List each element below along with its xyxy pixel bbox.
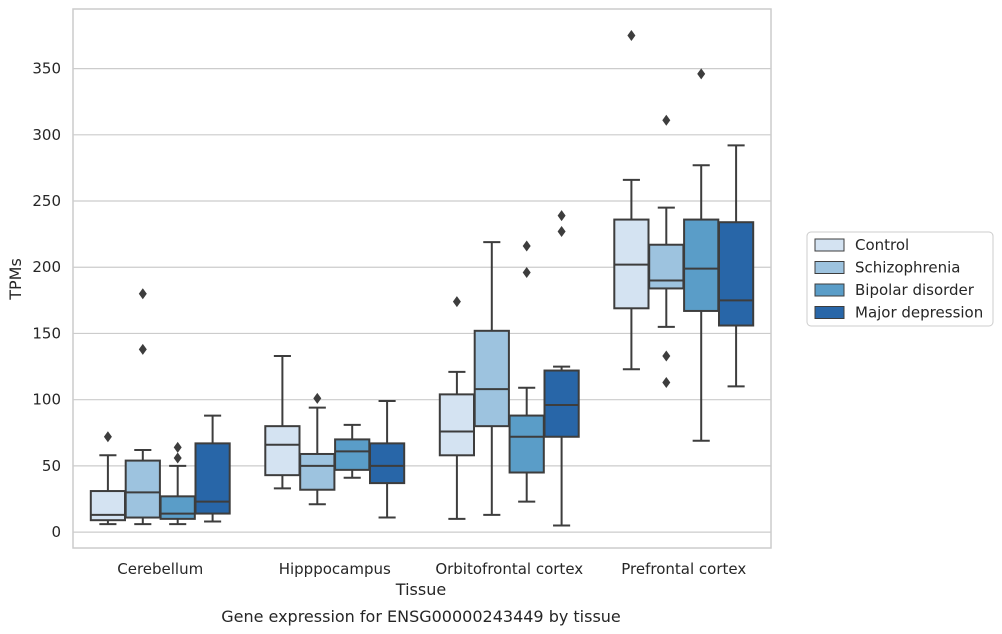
legend-entry: Bipolar disorder [855,281,975,299]
box-body [334,438,371,471]
box-body [543,369,580,438]
outlier-point [522,240,531,252]
outlier-point [173,452,182,464]
box-3-1 [648,114,685,388]
outlier-point [662,350,671,362]
y-axis-title: TPMs [6,258,25,301]
box-3-3 [717,144,755,388]
legend-entry: Major depression [855,304,983,322]
plot-frame [72,8,772,549]
y-tick-label: 300 [32,126,61,144]
legend-entry: Control [855,236,909,254]
box-body [648,243,685,290]
box-body [368,442,406,485]
legend-swatch [814,306,845,319]
box-body [124,459,161,519]
outlier-point [662,376,671,388]
legend-entry: Schizophrenia [855,259,960,277]
box-body [473,329,510,428]
outlier-point [313,392,322,404]
legend-swatch [814,261,845,274]
box-1-0 [264,354,301,490]
box-body [194,442,231,515]
y-tick-label: 350 [32,60,61,78]
box-0-2 [159,441,196,526]
box-body [508,414,545,474]
y-tick-label: 250 [32,192,61,210]
box-3-0 [613,29,650,371]
outlier-point [103,431,112,443]
legend-swatch [814,238,845,252]
x-tick-label: Orbitofrontal cortex [435,560,583,578]
outlier-point [138,343,147,355]
box-2-1 [473,241,510,516]
outlier-point [627,29,636,41]
outlier-point [522,267,531,279]
box-0-1 [124,288,161,526]
box-body [264,425,301,477]
gridlines [73,67,771,533]
legend-frame [806,231,994,327]
box-0-3 [194,414,231,523]
y-tick-labels: 0 50 100 150 200 250 300 350 [32,60,61,542]
chart-caption: Gene expression for ENSG00000243449 by t… [221,607,621,626]
box-2-3 [543,210,580,527]
outlier-point [138,288,147,300]
box-body [683,218,720,312]
y-tick-label: 0 [51,523,61,541]
y-tick-label: 200 [32,258,61,276]
outlier-point [697,68,706,80]
x-axis-title: Tissue [395,580,446,599]
box-body [717,221,755,327]
box-1-3 [368,400,406,519]
x-tick-label: Prefrontal cortex [621,560,746,578]
legend: Control Schizophrenia Bipolar disorder Majo… [806,231,994,327]
x-tick-labels: Cerebellum Hipppocampus Orbitofrontal cort… [117,560,746,578]
outlier-point [173,441,182,453]
box-body [299,452,336,491]
box-0-0 [89,431,127,526]
box-body [159,495,196,520]
y-tick-label: 150 [32,324,61,342]
box-1-2 [334,423,371,479]
box-2-0 [438,296,476,520]
box-2-2 [508,240,545,503]
outlier-point [452,296,461,308]
outlier-point [662,114,671,126]
x-tick-label: Cerebellum [117,560,203,578]
outlier-point [557,210,566,222]
box-body [438,393,476,457]
box-1-1 [299,392,336,506]
outlier-point [557,225,566,237]
y-tick-label: 100 [32,391,61,409]
x-tick-label: Hipppocampus [279,560,391,578]
box-3-2 [683,68,720,442]
y-tick-label: 50 [42,457,61,475]
legend-swatch [814,283,845,297]
box-marks [89,29,755,527]
